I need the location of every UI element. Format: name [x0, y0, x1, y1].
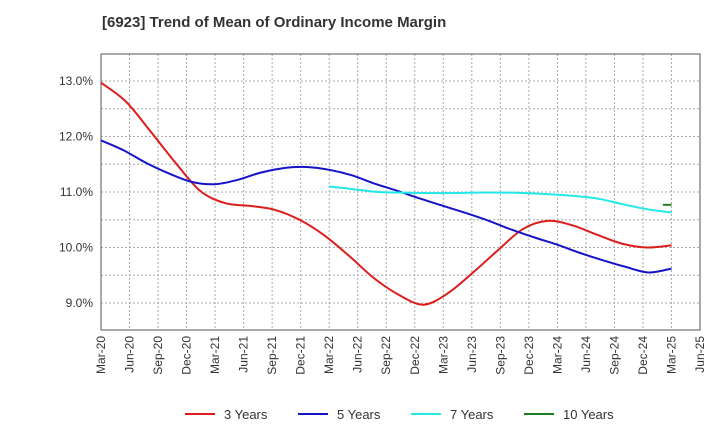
x-tick-label: Sep-24 — [607, 336, 621, 375]
legend-label: 3 Years — [224, 407, 268, 422]
legend: 3 Years 5 Years 7 Years 10 Years — [185, 407, 614, 422]
x-tick-label: Jun-25 — [693, 336, 707, 373]
x-tick-label: Sep-23 — [493, 336, 507, 375]
series-line-7-years — [329, 185, 672, 214]
x-tick-label: Jun-23 — [465, 336, 479, 373]
plot-frame — [100, 53, 701, 331]
chart-title: [6923] Trend of Mean of Ordinary Income … — [102, 14, 447, 31]
series-lines — [100, 81, 672, 306]
x-tick-label: Mar-22 — [322, 336, 336, 374]
y-tick-label: 12.0% — [59, 130, 93, 144]
x-tick-label: Jun-24 — [579, 336, 593, 373]
y-tick-label: 9.0% — [66, 296, 94, 310]
x-tick-label: Sep-22 — [379, 336, 393, 375]
x-tick-label: Dec-24 — [636, 336, 650, 375]
legend-label: 7 Years — [450, 407, 494, 422]
x-tick-label: Mar-24 — [550, 336, 564, 374]
x-tick-label: Sep-20 — [151, 336, 165, 375]
x-tick-label: Jun-21 — [237, 336, 251, 373]
y-tick-label: 11.0% — [60, 185, 93, 199]
x-tick-label: Dec-21 — [294, 336, 308, 375]
x-tick-label: Dec-20 — [180, 336, 194, 375]
x-tick-label: Mar-23 — [436, 336, 450, 374]
y-axis-ticks: 9.0% 10.0% 11.0% 12.0% 13.0% — [59, 74, 93, 310]
plot-border — [100, 53, 701, 331]
series-line-3-years — [100, 81, 672, 306]
x-tick-label: Mar-25 — [664, 336, 678, 374]
y-tick-label: 10.0% — [59, 241, 93, 255]
x-tick-label: Jun-22 — [351, 336, 365, 373]
x-tick-label: Dec-22 — [408, 336, 422, 375]
legend-label: 5 Years — [337, 407, 381, 422]
x-tick-label: Mar-21 — [208, 336, 222, 374]
x-tick-label: Sep-21 — [265, 336, 279, 375]
y-tick-label: 13.0% — [59, 74, 93, 88]
x-axis-ticks: Mar-20 Jun-20 Sep-20 Dec-20 Mar-21 Jun-21 Sep-… — [94, 336, 707, 375]
legend-label: 10 Years — [563, 407, 614, 422]
x-tick-label: Dec-23 — [522, 336, 536, 375]
series-line-5-years — [100, 139, 672, 274]
x-tick-label: Mar-20 — [94, 336, 108, 374]
x-tick-label: Jun-20 — [123, 336, 137, 373]
